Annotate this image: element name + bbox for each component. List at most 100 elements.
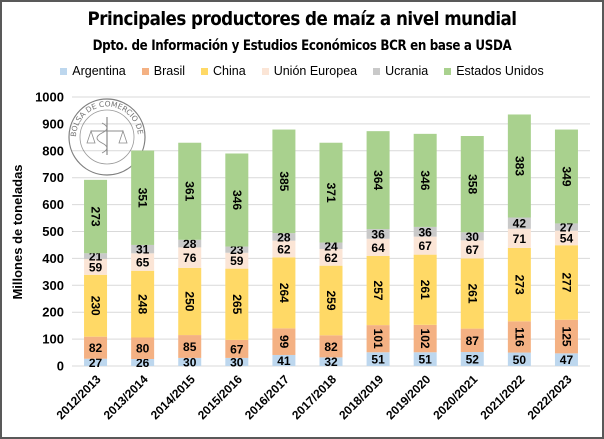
legend-item: Ucrania [373,64,428,78]
bar-segment [366,131,390,230]
bar-segment [131,270,155,338]
y-tick-label: 400 [42,251,64,266]
data-label: 51 [419,353,433,367]
bar-segment [225,339,249,358]
bar-segment [507,321,531,353]
bar-segment [366,255,390,326]
bar-segment [460,328,484,353]
bar-segment [84,258,108,275]
data-label: 261 [418,280,432,300]
x-tick-label: 2021/2022 [477,372,527,422]
data-label: 358 [465,174,479,194]
bar-segment [131,337,155,360]
bar-segment [460,240,484,259]
y-axis-label: Millones de toneladas [10,164,25,299]
data-label: 27 [560,221,574,235]
legend-swatch [201,67,209,75]
bar-segment [413,254,437,325]
data-label: 273 [512,275,526,295]
legend-swatch [373,67,381,75]
data-label: 50 [513,353,527,367]
bar-segment [554,230,578,246]
bar-segment [413,324,437,353]
legend-swatch [261,67,269,75]
data-label: 27 [89,356,103,370]
data-label: 36 [419,225,433,239]
bar-segment [272,129,296,234]
data-label: 250 [183,291,197,311]
data-label: 42 [513,217,527,231]
bar-segment [460,136,484,233]
seal-outer-ring [68,98,146,176]
bar-segment [507,217,531,229]
bar-segment [272,354,296,366]
seal-inner-ring [79,109,135,165]
bar-segment [460,352,484,366]
bar-segment [319,335,343,358]
data-label: 24 [324,239,338,253]
x-tick-label: 2022/2023 [525,372,575,422]
data-label: 277 [559,272,573,292]
bar-segment [319,242,343,249]
data-label: 71 [513,232,527,246]
legend-label: Unión Europea [273,64,358,78]
data-label: 364 [371,170,385,190]
data-label: 67 [230,342,244,356]
data-label: 385 [277,171,291,191]
bar-segment [225,153,249,247]
data-label: 52 [466,353,480,367]
bar-segment [507,228,531,248]
bar-segment [131,244,155,254]
data-label: 230 [89,296,103,316]
chart-subtitle: Dpto. de Información y Estudios Económic… [92,38,512,54]
bar-segment [366,229,390,239]
data-label: 65 [136,256,150,270]
bar-segment [413,236,437,255]
bar-segment [131,253,155,271]
bar-segment [225,246,249,253]
x-tick-label: 2018/2019 [336,372,386,422]
bar-segment [178,239,202,248]
x-tick-label: 2016/2017 [242,372,292,422]
legend-label: Brasil [153,64,186,78]
watermark-seal: BOLSA DE COMERCIO DE ROSARIO [2,2,146,176]
data-label: 87 [466,334,480,348]
data-label: 64 [371,241,385,255]
data-label: 59 [230,254,244,268]
chart-title: Principales productores de maíz a nivel … [87,8,518,30]
data-label: 30 [230,355,244,369]
data-label: 41 [277,354,291,368]
bar-segment [319,265,343,336]
legend-label: Argentina [72,64,126,78]
x-tick-label: 2014/2015 [148,372,198,422]
bar-segment [131,359,155,366]
y-tick-label: 100 [42,332,64,347]
bar-segment [272,257,296,329]
legend-item: Argentina [60,64,126,78]
legend-swatch [60,67,68,75]
data-label: 82 [89,341,103,355]
bar-segment [554,223,578,231]
data-label: 125 [559,327,573,347]
x-tick-label: 2019/2020 [383,372,433,422]
y-tick-label: 0 [57,359,64,374]
x-tick-label: 2020/2021 [430,372,480,422]
data-label: 30 [183,355,197,369]
bar-segment [131,150,155,245]
y-tick-label: 900 [42,116,64,131]
bar-segment [272,328,296,355]
bar-segment [554,353,578,366]
bar-segment [178,357,202,366]
bar-segment [178,247,202,268]
bar-segment [225,357,249,366]
bar-segment [178,142,202,240]
bar-segment [319,248,343,266]
x-tick-label: 2013/2014 [101,372,151,422]
data-label: 26 [136,356,150,370]
data-label: 116 [512,327,526,347]
legend-label: China [213,64,246,78]
data-label: 82 [324,340,338,354]
bar-segment [225,252,249,269]
legend-item: Brasil [141,64,186,78]
seal-text: BOLSA DE COMERCIO DE ROSARIO [2,2,145,137]
